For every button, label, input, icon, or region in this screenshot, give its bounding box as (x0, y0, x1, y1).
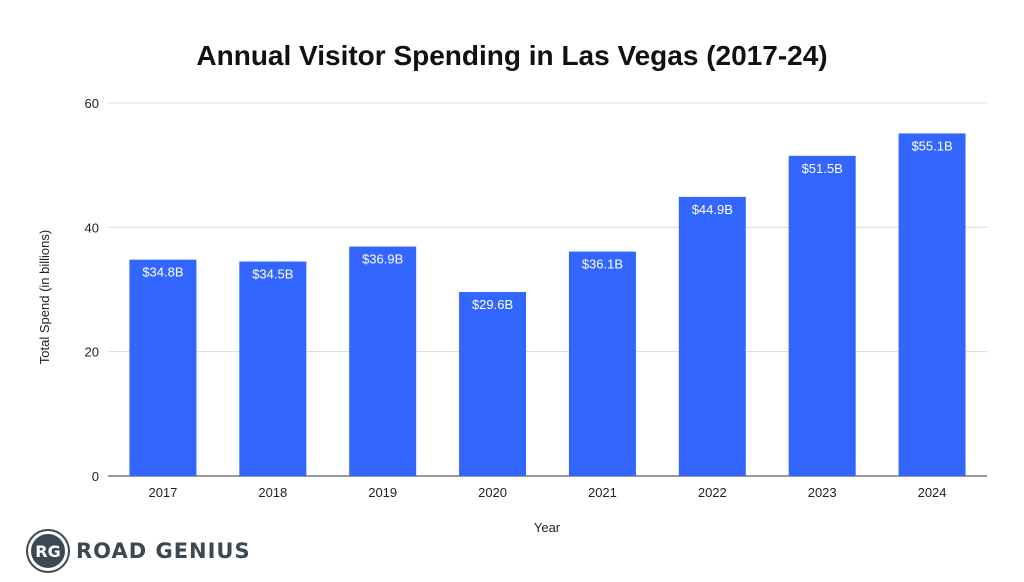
data-label-2021: $36.1B (582, 257, 623, 272)
bar-2020 (459, 291, 527, 476)
data-label-2019: $36.9B (362, 252, 403, 267)
y-tick-label: 0 (92, 469, 99, 484)
y-tick-label: 20 (85, 345, 99, 360)
data-label-2023: $51.5B (802, 161, 843, 176)
data-label-2020: $29.6B (472, 297, 513, 312)
data-label-2024: $55.1B (911, 138, 952, 153)
x-tick-label: 2024 (918, 485, 947, 500)
brand-name: ROAD GENIUS (76, 539, 251, 563)
x-tick-label: 2021 (588, 485, 617, 500)
data-label-2017: $34.8B (142, 265, 183, 280)
data-label-2018: $34.5B (252, 267, 293, 282)
data-label-2022: $44.9B (692, 202, 733, 217)
x-tick-label: 2022 (698, 485, 727, 500)
x-tick-label: 2017 (148, 485, 177, 500)
x-tick-label: 2018 (258, 485, 287, 500)
bar-2017 (129, 259, 197, 476)
y-axis-title: Total Spend (in billions) (37, 230, 52, 364)
bar-2024 (898, 133, 966, 476)
chart-title: Annual Visitor Spending in Las Vegas (20… (196, 40, 828, 71)
x-tick-label: 2023 (808, 485, 837, 500)
brand-badge: RG (28, 531, 68, 571)
y-tick-label: 60 (85, 96, 99, 111)
bar-2022 (678, 196, 746, 476)
bar-2018 (239, 261, 307, 476)
bar-2023 (788, 155, 856, 476)
x-tick-label: 2020 (478, 485, 507, 500)
x-axis-title: Year (534, 520, 561, 535)
bar-2019 (349, 246, 417, 476)
bar-2021 (568, 251, 636, 476)
brand-logo: RG ROAD GENIUS (28, 531, 251, 571)
y-tick-label: 40 (85, 220, 99, 235)
x-tick-label: 2019 (368, 485, 397, 500)
